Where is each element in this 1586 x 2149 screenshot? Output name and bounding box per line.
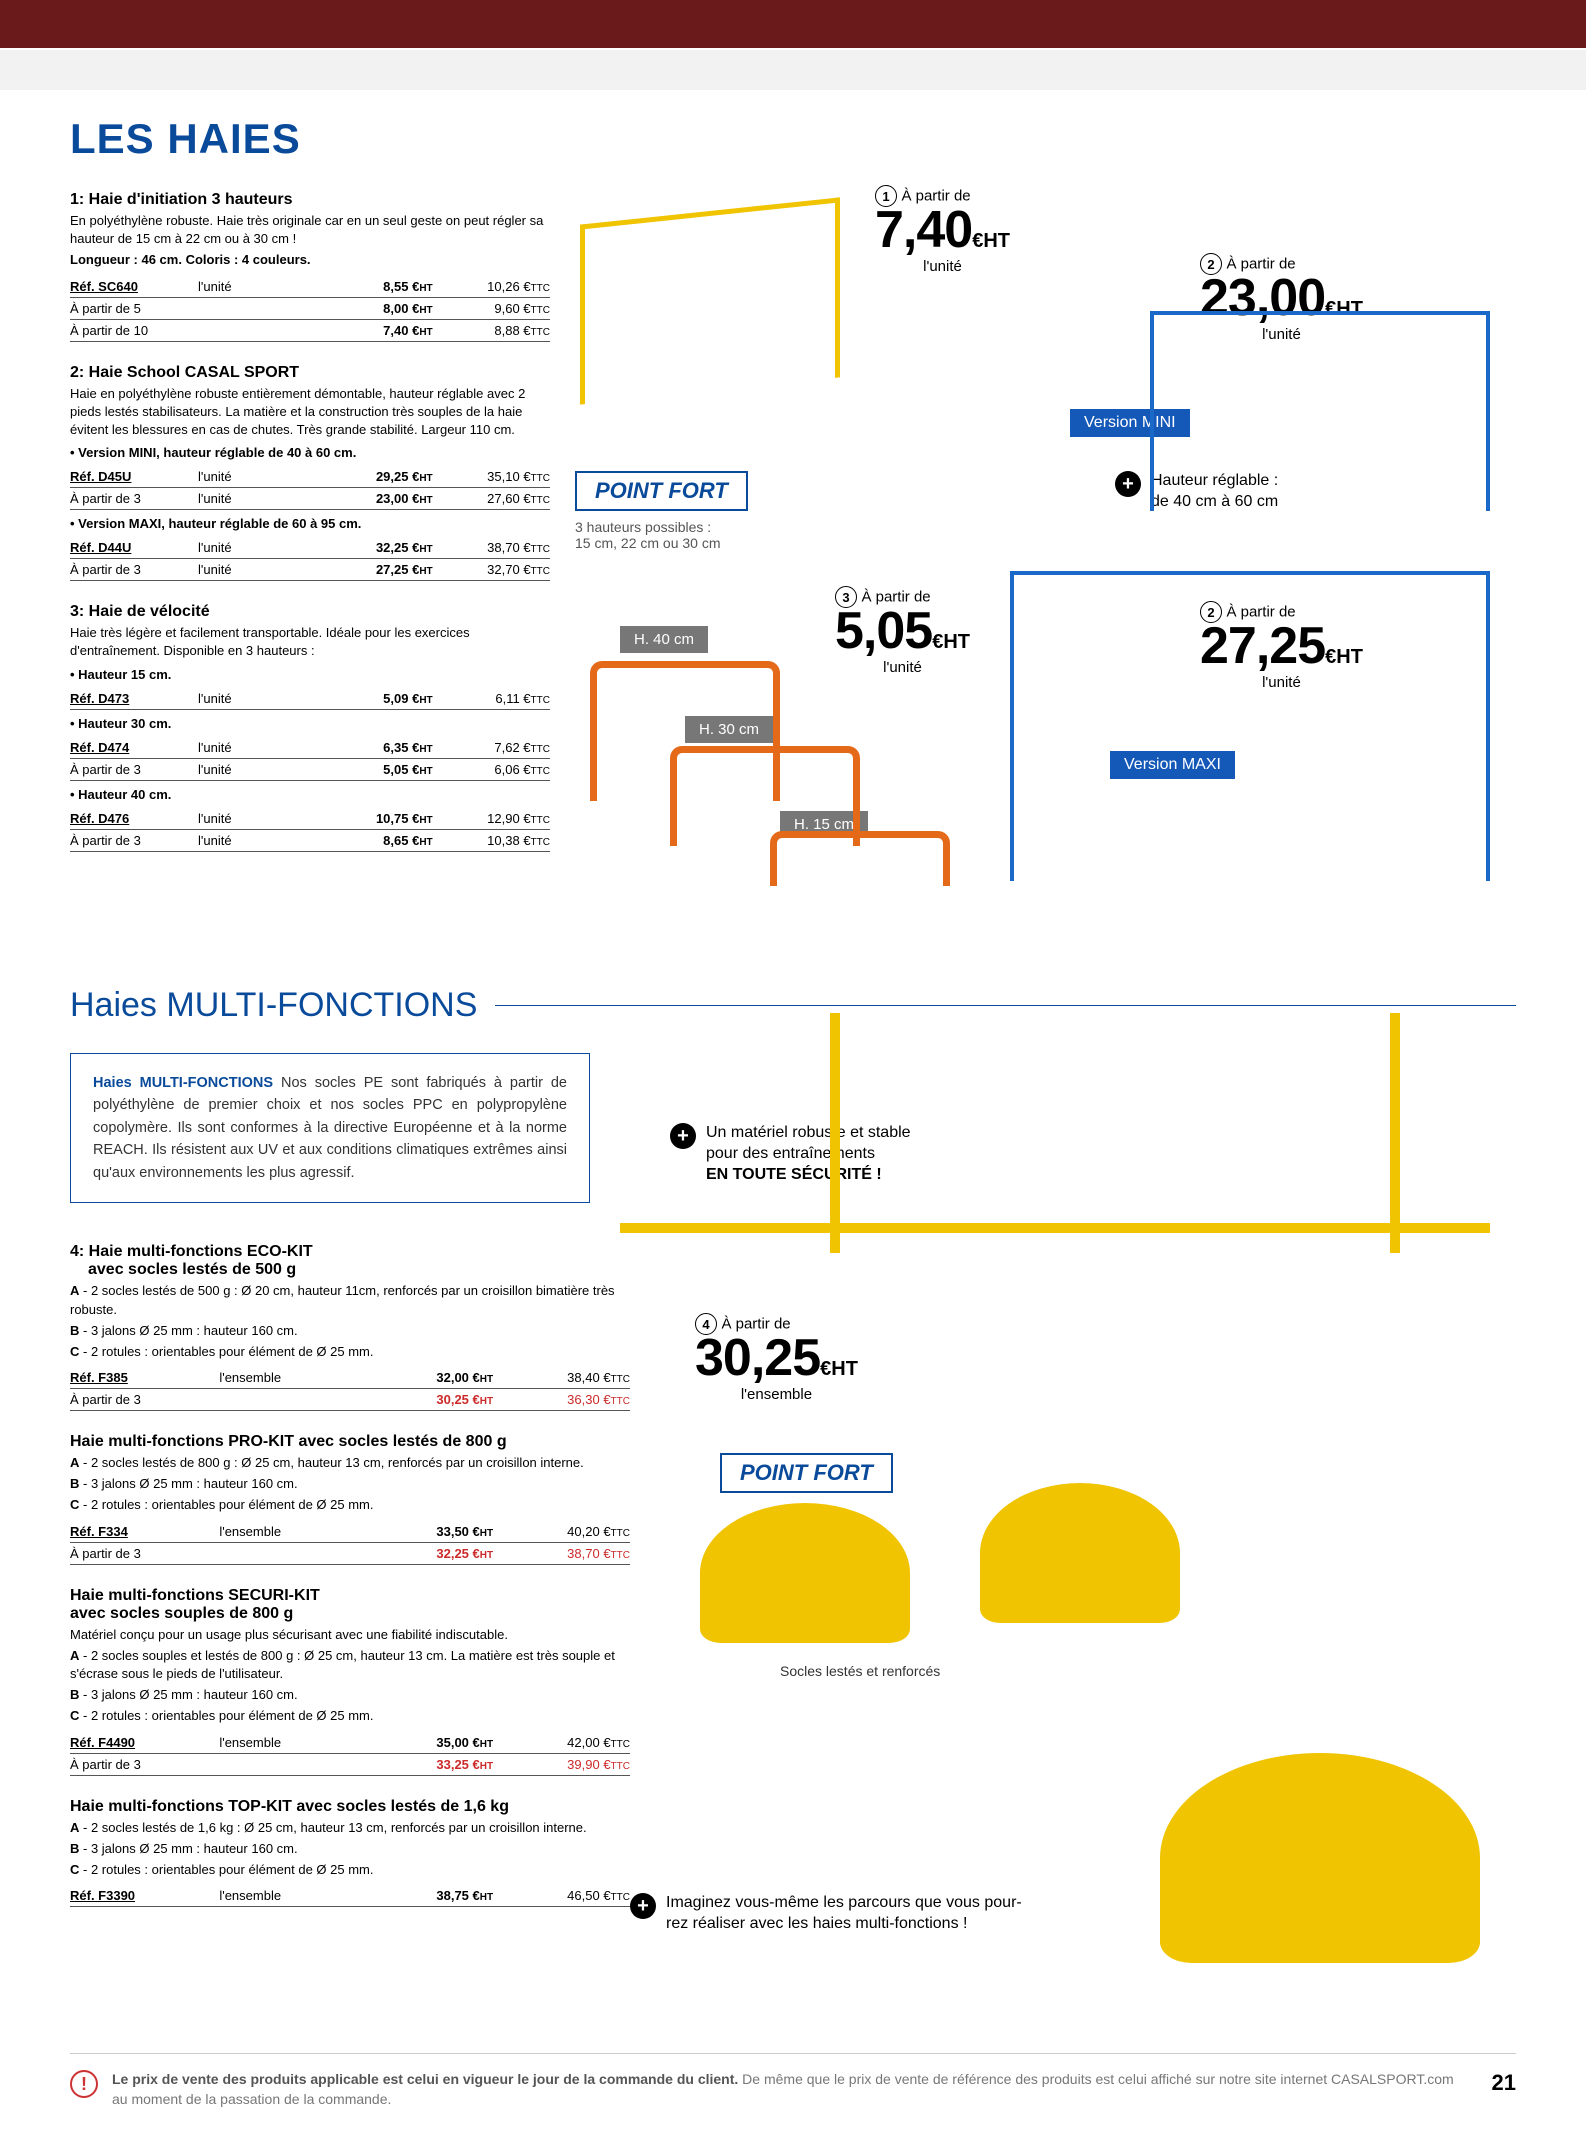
feature-robuste: + Un matériel robuste et stablepour des …	[670, 1123, 911, 1185]
footer: ! Le prix de vente des produits applicab…	[70, 2053, 1516, 2109]
point-fort-2: POINT FORT	[720, 1453, 893, 1493]
product-2-desc: Haie en polyéthylène robuste entièrement…	[70, 385, 550, 440]
p3-h2: • Hauteur 30 cm.	[70, 716, 550, 731]
point-fort-1: POINT FORT 3 hauteurs possibles :15 cm, …	[575, 471, 748, 551]
page-number: 21	[1492, 2070, 1516, 2096]
price-callout-3: 3 À partir de 5,05€HT l'unité	[835, 586, 970, 676]
product-2: 2: Haie School CASAL SPORT Haie en polyé…	[70, 364, 550, 582]
tag-h40: H. 40 cm	[620, 626, 708, 653]
plus-icon: +	[1115, 471, 1141, 497]
header-bar	[0, 0, 1586, 48]
p3-rows1: Réf. D473l'unité5,09 €HT6,11 €TTC	[70, 688, 550, 710]
product-1-pricing: Réf. SC640l'unité8,55 €HT10,26 €TTCÀ par…	[70, 276, 550, 342]
product-5: Haie multi-fonctions PRO-KIT avec socles…	[70, 1433, 630, 1565]
product-3-desc: Haie très légère et facilement transport…	[70, 624, 550, 660]
product-1-desc: En polyéthylène robuste. Haie très origi…	[70, 212, 550, 248]
section-divider: Haies MULTI-FONCTIONS	[70, 986, 1516, 1025]
jalon-horizontal	[620, 1223, 1490, 1233]
hurdle-1-illustration	[580, 197, 840, 404]
p6-pricing: Réf. F4490l'ensemble35,00 €HT42,00 €TTCÀ…	[70, 1732, 630, 1776]
info-box: Haies MULTI-FONCTIONS Nos socles PE sont…	[70, 1053, 590, 1203]
jalon-vertical-1	[830, 1013, 840, 1253]
price-callout-4: 4 À partir de 30,25€HT l'ensemble	[695, 1313, 858, 1403]
product-1-note: Longueur : 46 cm. Coloris : 4 couleurs.	[70, 251, 550, 269]
socle-3	[1160, 1753, 1480, 1963]
product-6: Haie multi-fonctions SECURI-KIT avec soc…	[70, 1587, 630, 1776]
product-2-pricing-2: Réf. D44Ul'unité32,25 €HT38,70 €TTCÀ par…	[70, 537, 550, 581]
plus-icon: +	[630, 1893, 656, 1919]
p3-rows3: Réf. D476l'unité10,75 €HT12,90 €TTCÀ par…	[70, 808, 550, 852]
product-3: 3: Haie de vélocité Haie très légère et …	[70, 603, 550, 851]
p3-rows2: Réf. D474l'unité6,35 €HT7,62 €TTCÀ parti…	[70, 737, 550, 781]
p7-pricing: Réf. F3390l'ensemble38,75 €HT46,50 €TTC	[70, 1885, 630, 1907]
hurdle-mini-illustration	[1150, 311, 1490, 511]
socle-1	[700, 1503, 910, 1643]
product-imagery-lower: + Un matériel robuste et stablepour des …	[660, 1053, 1516, 2013]
price-callout-1: 1 À partir de 7,40€HT l'unité	[875, 185, 1010, 275]
alert-icon: !	[70, 2070, 98, 2098]
product-imagery-upper: 1 À partir de 7,40€HT l'unité 2 À partir…	[580, 191, 1516, 931]
product-2-pricing-1: Réf. D45Ul'unité29,25 €HT35,10 €TTCÀ par…	[70, 466, 550, 510]
hurdle-orange-15	[770, 831, 950, 886]
page-title: LES HAIES	[70, 115, 1516, 163]
product-7: Haie multi-fonctions TOP-KIT avec socles…	[70, 1798, 630, 1908]
product-2-sub2: • Version MAXI, hauteur réglable de 60 à…	[70, 516, 550, 531]
product-2-title: 2: Haie School CASAL SPORT	[70, 364, 550, 382]
p4-pricing: Réf. F385l'ensemble32,00 €HT38,40 €TTCÀ …	[70, 1367, 630, 1411]
socles-caption: Socles lestés et renforcés	[780, 1663, 940, 1679]
p5-pricing: Réf. F334l'ensemble33,50 €HT40,20 €TTCÀ …	[70, 1521, 630, 1565]
product-3-title: 3: Haie de vélocité	[70, 603, 550, 621]
p3-h3: • Hauteur 40 cm.	[70, 787, 550, 802]
product-4: 4: Haie multi-fonctions ECO-KIT avec soc…	[70, 1243, 630, 1411]
p3-h1: • Hauteur 15 cm.	[70, 667, 550, 682]
product-1-title: 1: Haie d'initiation 3 hauteurs	[70, 191, 550, 209]
product-2-sub1: • Version MINI, hauteur réglable de 40 à…	[70, 445, 550, 460]
hurdle-maxi-illustration	[1010, 571, 1490, 881]
socle-2	[980, 1483, 1180, 1623]
feature-imaginez: + Imaginez vous-même les parcours que vo…	[630, 1893, 1022, 1935]
product-1: 1: Haie d'initiation 3 hauteurs En polyé…	[70, 191, 550, 342]
jalon-vertical-2	[1390, 1013, 1400, 1253]
plus-icon: +	[670, 1123, 696, 1149]
header-spacer	[0, 50, 1586, 90]
